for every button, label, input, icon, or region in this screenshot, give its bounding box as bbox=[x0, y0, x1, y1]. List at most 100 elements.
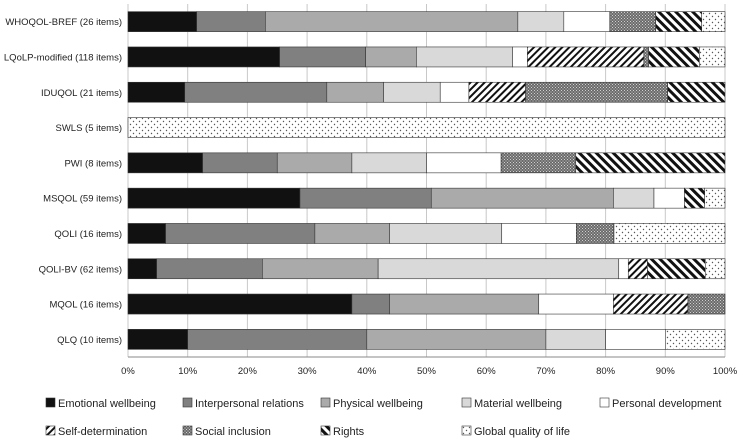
bars bbox=[127, 11, 726, 350]
bar-segment-emotional-wellbeing bbox=[127, 81, 186, 103]
x-axis-ticks: 0% 10% 20% 30% 40% 50% 60% 70% 80% 90% 100% bbox=[121, 366, 738, 377]
bar-segment-interpersonal-relations bbox=[351, 293, 390, 315]
legend-label-physical-wellbeing: Physical wellbeing bbox=[333, 398, 423, 410]
legend-swatch-social-inclusion bbox=[182, 425, 193, 436]
y-tick-label: QLQ (10 items) bbox=[57, 335, 122, 346]
legend-swatch-personal-development bbox=[599, 397, 610, 408]
bar-segment-interpersonal-relations bbox=[187, 329, 368, 350]
bar-segment-emotional-wellbeing bbox=[127, 187, 301, 209]
bar-segment-material-wellbeing bbox=[383, 81, 441, 103]
bar-segment-rights bbox=[648, 46, 700, 68]
bar-segment-personal-development bbox=[605, 329, 666, 350]
bar-segment-physical-wellbeing bbox=[389, 293, 540, 315]
x-tick-label: 40% bbox=[357, 366, 377, 377]
legend-swatch-global-quality-of-life bbox=[461, 425, 472, 436]
bar-segment-global-quality-of-life bbox=[127, 117, 726, 138]
bar-segment-interpersonal-relations bbox=[196, 11, 266, 32]
legend-label-global-quality-of-life: Global quality of life bbox=[474, 426, 570, 438]
x-tick-label: 100% bbox=[713, 366, 738, 377]
bar-segment-social-inclusion bbox=[643, 46, 649, 68]
bar-segment-rights bbox=[575, 152, 726, 174]
legend-swatch-interpersonal-relations bbox=[182, 397, 193, 408]
bar-segment-social-inclusion bbox=[500, 152, 577, 174]
y-axis-labels: WHOQOL-BREF (26 items) LQoLP-modified (11… bbox=[4, 17, 122, 346]
bar-segment-emotional-wellbeing bbox=[127, 152, 203, 174]
bar-segment-self-determination bbox=[627, 258, 648, 280]
bar-segment-social-inclusion bbox=[576, 223, 615, 244]
legend-swatch-emotional-wellbeing bbox=[45, 397, 56, 408]
bar-segment-social-inclusion bbox=[525, 81, 668, 103]
bar-segment-personal-development bbox=[426, 152, 502, 174]
bar-segment-physical-wellbeing bbox=[262, 258, 379, 280]
bar-segment-emotional-wellbeing bbox=[127, 11, 197, 32]
bar-segment-personal-development bbox=[563, 11, 611, 32]
legend-swatch-physical-wellbeing bbox=[320, 397, 331, 408]
bar-segment-material-wellbeing bbox=[613, 187, 655, 209]
bar-segment-interpersonal-relations bbox=[165, 223, 316, 244]
bar-segment-material-wellbeing bbox=[377, 258, 620, 280]
bar-segment-personal-development bbox=[653, 187, 685, 209]
legend-swatch-rights bbox=[320, 425, 331, 436]
y-tick-label: MQOL (16 items) bbox=[50, 300, 123, 311]
bar-segment-rights bbox=[655, 11, 703, 32]
legend-label-material-wellbeing: Material wellbeing bbox=[474, 398, 562, 410]
bar-segment-global-quality-of-life bbox=[699, 46, 726, 68]
bar-segment-interpersonal-relations bbox=[184, 81, 328, 103]
bar-segment-material-wellbeing bbox=[389, 223, 503, 244]
x-tick-label: 30% bbox=[298, 366, 318, 377]
bar-segment-personal-development bbox=[512, 46, 528, 68]
bar-segment-emotional-wellbeing bbox=[127, 223, 166, 244]
bar-segment-emotional-wellbeing bbox=[127, 258, 157, 280]
x-tick-label: 80% bbox=[596, 366, 616, 377]
bar-segment-personal-development bbox=[501, 223, 577, 244]
x-tick-label: 50% bbox=[417, 366, 437, 377]
bar-segment-self-determination bbox=[527, 46, 645, 68]
bar-segment-global-quality-of-life bbox=[664, 329, 726, 350]
bar-segment-interpersonal-relations bbox=[299, 187, 432, 209]
bar-segment-physical-wellbeing bbox=[314, 223, 390, 244]
bar-segment-physical-wellbeing bbox=[365, 46, 417, 68]
bar-segment-material-wellbeing bbox=[517, 11, 565, 32]
bar-segment-material-wellbeing bbox=[351, 152, 427, 174]
bar-segment-interpersonal-relations bbox=[156, 258, 263, 280]
y-tick-label: MSQOL (59 items) bbox=[43, 194, 122, 205]
legend-label-rights: Rights bbox=[333, 426, 365, 438]
bar-segment-rights bbox=[684, 187, 706, 209]
y-tick-label: QOLI (16 items) bbox=[54, 229, 122, 240]
bar-segment-physical-wellbeing bbox=[366, 329, 547, 350]
legend: Emotional wellbeing Interpersonal relatio… bbox=[45, 397, 721, 438]
bar-segment-emotional-wellbeing bbox=[127, 293, 353, 315]
legend-swatch-material-wellbeing bbox=[461, 397, 472, 408]
bar-segment-physical-wellbeing bbox=[430, 187, 614, 209]
bar-segment-social-inclusion bbox=[687, 293, 726, 315]
legend-label-interpersonal-relations: Interpersonal relations bbox=[195, 398, 304, 410]
legend-label-personal-development: Personal development bbox=[612, 398, 721, 410]
bar-segment-global-quality-of-life bbox=[613, 223, 726, 244]
bar-segment-emotional-wellbeing bbox=[127, 46, 280, 68]
y-tick-label: PWI (8 items) bbox=[64, 158, 122, 169]
legend-label-self-determination: Self-determination bbox=[58, 426, 147, 438]
bar-segment-personal-development bbox=[538, 293, 614, 315]
bar-segment-self-determination bbox=[613, 293, 689, 315]
bar-segment-rights bbox=[647, 258, 706, 280]
y-tick-label: WHOQOL-BREF (26 items) bbox=[5, 17, 122, 28]
bar-segment-interpersonal-relations bbox=[202, 152, 278, 174]
bar-segment-physical-wellbeing bbox=[265, 11, 519, 32]
bar-segment-material-wellbeing bbox=[545, 329, 606, 350]
x-tick-label: 0% bbox=[121, 366, 135, 377]
bar-segment-social-inclusion bbox=[609, 11, 657, 32]
bar-segment-interpersonal-relations bbox=[279, 46, 366, 68]
bar-segment-material-wellbeing bbox=[416, 46, 513, 68]
legend-label-social-inclusion: Social inclusion bbox=[195, 426, 271, 438]
bar-segment-self-determination bbox=[468, 81, 526, 103]
bar-segment-global-quality-of-life bbox=[701, 11, 726, 32]
y-tick-label: QOLI-BV (62 items) bbox=[39, 264, 122, 275]
x-tick-label: 10% bbox=[178, 366, 198, 377]
bar-segment-personal-development bbox=[439, 81, 470, 103]
bar-segment-rights bbox=[667, 81, 726, 103]
bar-segment-emotional-wellbeing bbox=[127, 329, 189, 350]
legend-swatch-self-determination bbox=[45, 425, 56, 436]
y-tick-label: SWLS (5 items) bbox=[55, 123, 122, 134]
